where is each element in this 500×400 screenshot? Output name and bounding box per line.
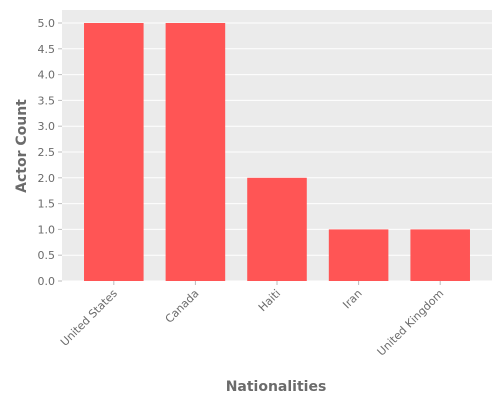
y-axis-ticks: 0.0 0.5 1.0 1.5 2.0 2.5 3.0 3.5 4.0 4.5 5.0 xyxy=(38,17,62,288)
x-tick-label: Haiti xyxy=(256,287,283,314)
y-axis-title: Actor Count xyxy=(14,99,30,193)
y-tick-label: 1.0 xyxy=(38,223,56,236)
x-tick-label: Canada xyxy=(163,287,202,326)
y-tick-label: 2.0 xyxy=(38,172,56,185)
y-tick-label: 5.0 xyxy=(38,17,56,30)
bar-united-kingdom xyxy=(410,229,470,281)
y-tick-label: 4.5 xyxy=(38,43,56,56)
bar-iran xyxy=(328,229,389,281)
x-tick-label: United Kingdom xyxy=(375,287,447,359)
x-axis-title: Nationalities xyxy=(226,379,327,395)
y-tick-label: 0.5 xyxy=(38,249,56,262)
y-tick-label: 0.0 xyxy=(38,275,56,288)
y-tick-label: 2.5 xyxy=(38,146,56,159)
bar-united-states xyxy=(84,23,144,281)
y-tick-label: 1.5 xyxy=(38,198,56,211)
x-tick-label: United States xyxy=(58,287,120,349)
bar-haiti xyxy=(247,177,307,281)
x-axis-ticks: United States Canada Haiti Iran United Kingd… xyxy=(58,281,446,359)
y-tick-label: 3.0 xyxy=(38,120,56,133)
y-tick-label: 3.5 xyxy=(38,94,56,107)
y-tick-label: 4.0 xyxy=(38,69,56,82)
bars xyxy=(84,23,470,281)
bar-canada xyxy=(165,23,226,281)
x-tick-label: Iran xyxy=(340,287,364,311)
